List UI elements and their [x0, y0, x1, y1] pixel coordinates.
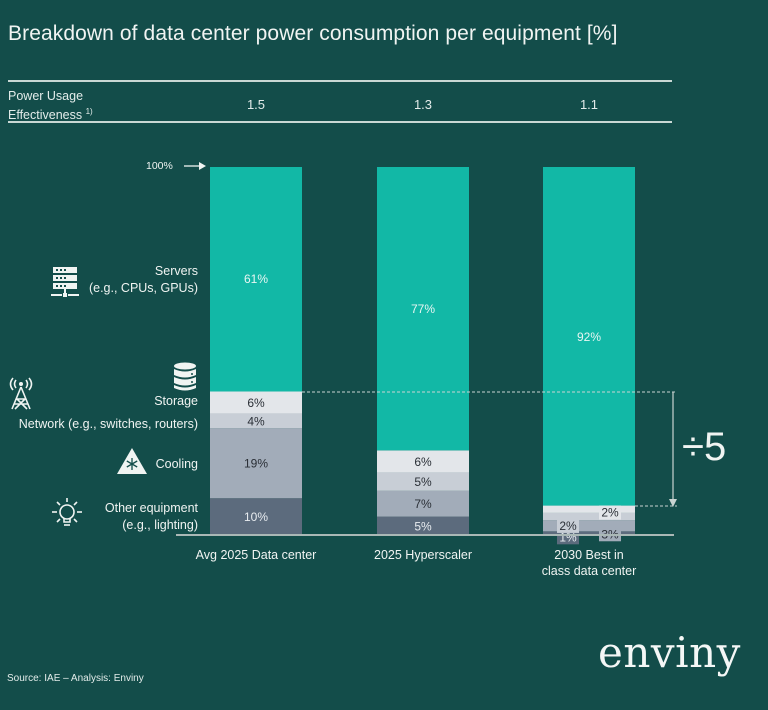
chart-title: Breakdown of data center power consumpti… — [8, 22, 618, 45]
bar-segment-storage-avg-2025 — [210, 391, 302, 414]
category-label-line: class data center — [541, 564, 637, 578]
bar-segment-storage-best-2030 — [543, 505, 635, 513]
pue-label: Power Usage Effectiveness 1) — [8, 88, 93, 123]
data-label-servers-best-2030: 92% — [577, 330, 601, 344]
data-label-other-hyperscaler-2025: 5% — [414, 519, 432, 533]
data-label-network-avg-2025: 4% — [247, 414, 265, 428]
data-label-other-avg-2025: 10% — [244, 510, 268, 524]
data-label-cooling-avg-2025: 19% — [244, 457, 268, 471]
source-note: Source: IAE – Analysis: Enviny — [7, 673, 144, 684]
data-label-network-hyperscaler-2025: 5% — [414, 475, 432, 489]
bars-group — [210, 167, 635, 535]
pue-value-best-2030: 1.1 — [579, 97, 599, 112]
pue-label-line1: Power Usage — [8, 89, 84, 103]
hundred-percent-arrow — [184, 162, 206, 170]
legend-servers-line2: (e.g., CPUs, GPUs) — [88, 281, 198, 295]
pue-label-line2: Effectiveness — [8, 108, 83, 123]
bar-segment-servers-best-2030 — [543, 167, 635, 506]
hundred-percent-label: 100% — [146, 160, 173, 172]
data-label-storage-hyperscaler-2025: 6% — [414, 455, 432, 469]
bar-segment-network-hyperscaler-2025 — [377, 472, 469, 491]
data-label-storage-avg-2025: 6% — [247, 396, 265, 410]
data-label-network-best-2030: 2% — [559, 519, 577, 533]
legend-cooling: Cooling — [155, 457, 198, 471]
bar-segment-network-avg-2025 — [210, 413, 302, 429]
bar-labels-group: 10%19%4%6%61%5%7%5%6%77%1% 3%2%2%92% — [244, 272, 621, 545]
data-label-servers-hyperscaler-2025: 77% — [411, 302, 435, 316]
category-label-avg-2025: Avg 2025 Data center — [176, 547, 336, 563]
reduction-factor-label: ÷5 — [682, 425, 727, 469]
data-label-storage-best-2030: 2% — [601, 506, 619, 520]
data-label-other-best-2030: 1% — [559, 530, 577, 544]
category-label-line: Avg 2025 Data center — [195, 548, 317, 562]
bar-segment-cooling-avg-2025 — [210, 428, 302, 499]
database-icon — [174, 362, 196, 391]
bar-segment-other-best-2030 — [543, 531, 635, 535]
table-top-rule — [8, 80, 672, 82]
data-label-bg-network-best-2030 — [557, 518, 579, 533]
reduction-annotation — [302, 391, 677, 507]
pue-value-avg-2025: 1.5 — [246, 97, 266, 112]
bar-segment-servers-hyperscaler-2025 — [377, 167, 469, 451]
category-label-best-2030: 2030 Best in class data center — [509, 547, 669, 579]
legend-servers-line1: Servers — [154, 264, 198, 278]
legend-other: Other equipment (e.g., lighting) — [105, 500, 198, 534]
category-label-line: 2025 Hyperscaler — [374, 548, 472, 562]
antenna-tower-icon — [9, 377, 33, 410]
pue-footnote: 1) — [85, 107, 93, 116]
reduction-arrow-head — [669, 499, 677, 507]
table-bottom-rule — [8, 121, 672, 123]
bar-segment-cooling-hyperscaler-2025 — [377, 490, 469, 517]
category-label-hyperscaler-2025: 2025 Hyperscaler — [343, 547, 503, 563]
data-label-bg-storage-best-2030 — [599, 505, 621, 520]
bar-segment-storage-hyperscaler-2025 — [377, 450, 469, 473]
bar-segment-other-hyperscaler-2025 — [377, 516, 469, 535]
pue-value-hyperscaler-2025: 1.3 — [413, 97, 433, 112]
lightbulb-icon — [52, 498, 82, 526]
server-rack-icon — [51, 267, 79, 297]
enviny-logo: enviny — [598, 628, 741, 677]
bar-segment-network-best-2030 — [543, 512, 635, 521]
legend-other-line1: Other equipment — [104, 501, 198, 515]
legend-servers: Servers (e.g., CPUs, GPUs) — [89, 263, 198, 297]
legend-other-line2: (e.g., lighting) — [122, 518, 198, 532]
legend-network: Network (e.g., switches, routers) — [18, 417, 198, 431]
category-label-line: 2030 Best in — [554, 548, 624, 562]
bar-segment-servers-avg-2025 — [210, 167, 302, 392]
data-label-servers-avg-2025: 61% — [244, 272, 268, 286]
snowflake-warning-icon — [117, 448, 147, 474]
data-label-bg-other-best-2030 — [557, 530, 579, 545]
bar-segment-other-avg-2025 — [210, 498, 302, 535]
legend-storage: Storage — [154, 394, 198, 408]
data-label-cooling-hyperscaler-2025: 7% — [414, 497, 432, 511]
bar-segment-cooling-best-2030 — [543, 520, 635, 532]
